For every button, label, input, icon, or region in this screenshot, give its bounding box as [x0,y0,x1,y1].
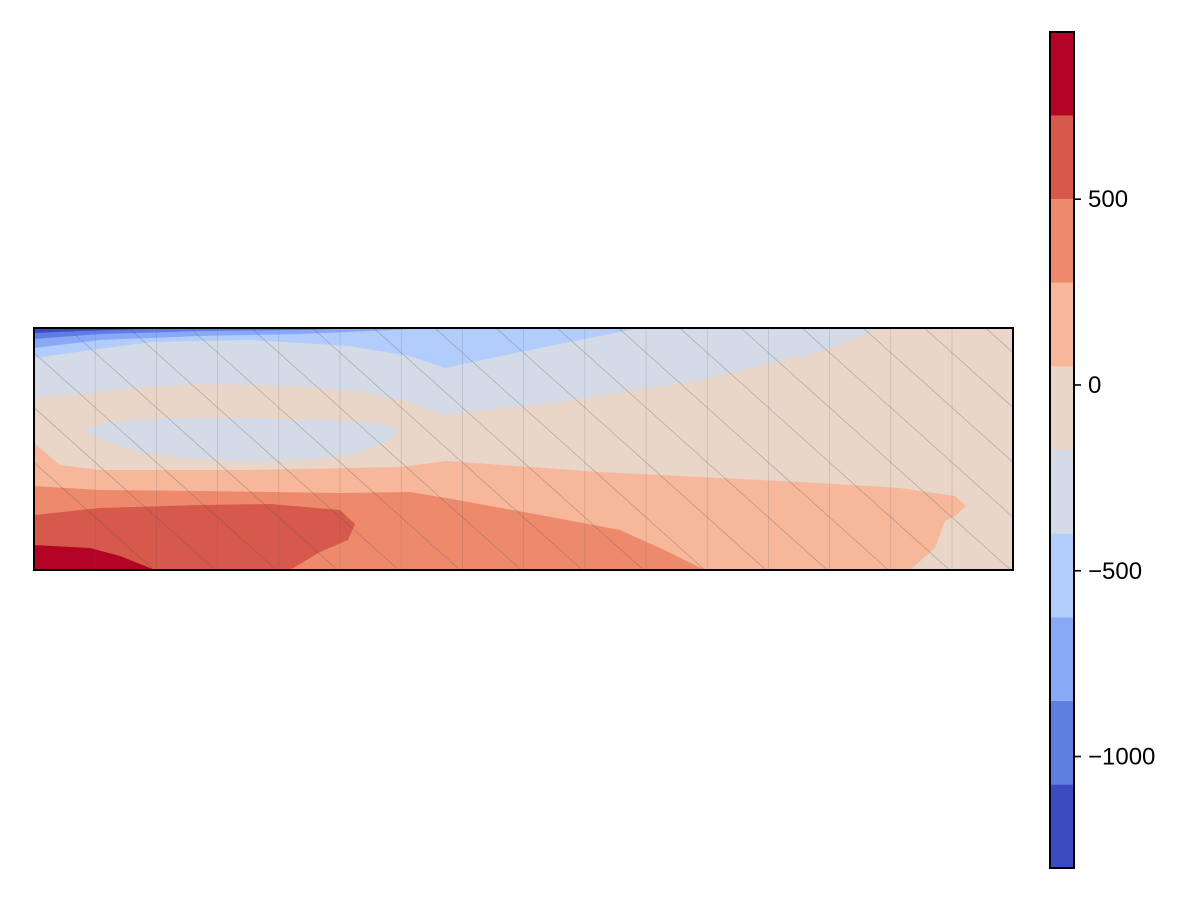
colorbar-band [1050,450,1074,534]
hatch-line [740,328,1012,570]
contour-band-strong-negative [34,328,370,339]
hatch-line [862,328,1013,463]
contour-band-slightly-negative-upper [34,328,880,415]
colorbar-band [1050,784,1074,868]
plot-frame [33,327,1014,571]
hatch-overlay [34,328,1013,570]
hatch-line [312,328,583,570]
colorbar-band [1050,32,1074,116]
hatch-line [924,328,1013,408]
hatch-line [67,328,338,570]
colorbar-band [1050,617,1074,701]
colorbar-tick-label: 0 [1088,372,1101,399]
hatch-line [679,328,950,570]
plot-area [34,328,1013,570]
colorbar-bands [1050,32,1074,868]
colorbar-band [1050,115,1074,200]
colorbar-band [1050,533,1074,618]
hatch-line [618,328,889,570]
colorbar-band [1050,199,1074,283]
hatch-line [34,461,155,570]
hatch-line [556,328,828,570]
colorbar-ticks: −1000 −500 0 500 [1074,186,1155,771]
hatch-line [495,328,767,570]
hatch-line [189,328,461,570]
hatch-line [373,328,644,570]
hatch-line [128,328,400,570]
colorbar-frame [1049,31,1075,869]
hatch-line [34,407,216,570]
contour-band-strong-positive [34,504,355,570]
colorbar-band [1050,282,1074,367]
colorbar-tick-label: −1000 [1088,744,1155,771]
colorbar-tick-label: 500 [1088,186,1128,213]
hatch-line [250,328,522,570]
colorbar-tick-label: −500 [1088,558,1142,585]
contour-pocket-slightly-negative [85,417,398,462]
hatch-line [34,352,277,570]
contour-band-negative [34,328,640,368]
hatch-line [434,328,706,570]
colorbar: −1000 −500 0 500 [1049,31,1155,869]
contour-band-extreme-negative [34,328,220,333]
hatch-line [985,328,1013,354]
contour-band-extreme-positive [34,545,155,570]
hatch-line [801,328,1013,518]
colorbar-band [1050,366,1074,450]
colorbar-band [1050,700,1074,785]
